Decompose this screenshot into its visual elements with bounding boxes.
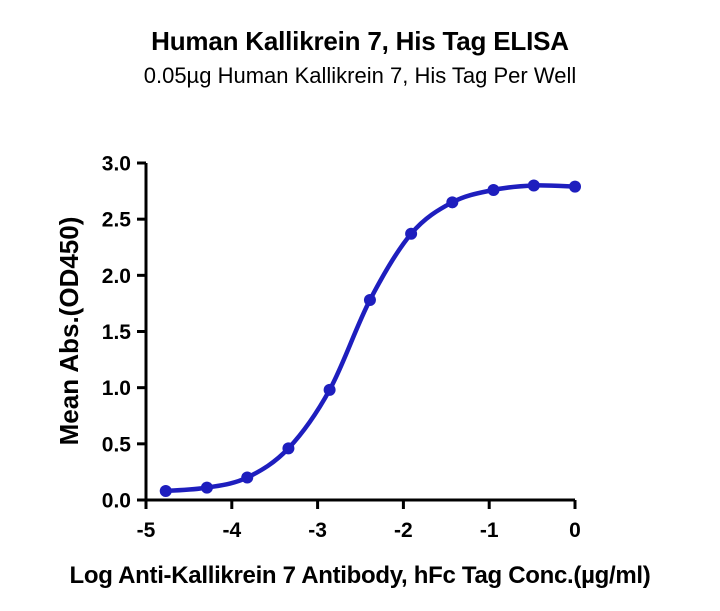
data-point — [363, 294, 376, 307]
x-tick-label: -5 — [137, 519, 156, 542]
y-tick-label: 1.5 — [102, 321, 132, 344]
y-tick-label: 0.0 — [102, 490, 131, 513]
axes — [144, 163, 575, 502]
y-tick-label: 2.5 — [102, 209, 132, 232]
data-point — [323, 383, 336, 396]
data-point — [159, 485, 172, 498]
chart-title: Human Kallikrein 7, His Tag ELISA — [151, 26, 569, 56]
data-point — [569, 180, 581, 193]
data-point — [282, 442, 295, 455]
x-tick-label: 0 — [569, 519, 581, 542]
y-tick-label: 3.0 — [102, 153, 131, 176]
y-axis-label: Mean Abs.(OD450) — [54, 217, 84, 446]
data-point — [487, 183, 500, 196]
y-tick-label: 2.0 — [102, 265, 131, 288]
data-point — [405, 227, 418, 240]
chart-subtitle: 0.05µg Human Kallikrein 7, His Tag Per W… — [143, 63, 577, 88]
x-tick-label: -4 — [222, 519, 241, 542]
data-point — [241, 471, 254, 484]
data-point — [446, 196, 459, 209]
x-tick-label: -3 — [308, 519, 327, 542]
x-tick-label: -1 — [480, 519, 499, 542]
data-point — [527, 179, 540, 192]
data-point — [200, 481, 213, 494]
x-axis-label: Log Anti-Kallikrein 7 Antibody, hFc Tag … — [69, 562, 651, 589]
x-tick-label: -2 — [394, 519, 413, 542]
fit-curve — [163, 183, 578, 494]
y-tick-label: 0.5 — [102, 433, 132, 456]
y-tick-label: 1.0 — [102, 377, 131, 400]
